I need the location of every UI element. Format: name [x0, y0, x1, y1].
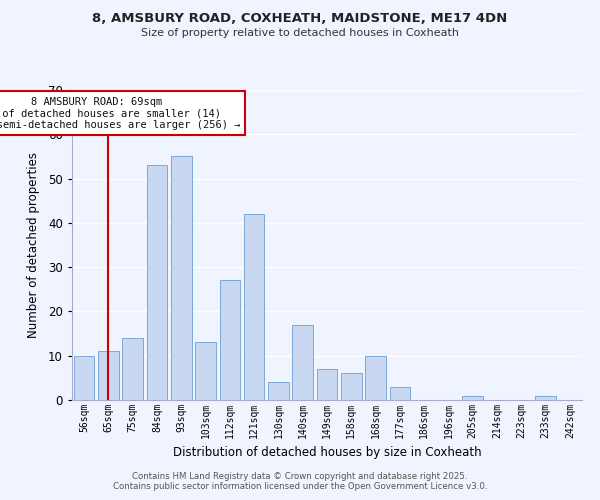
Bar: [74, 356, 94, 400]
Text: Size of property relative to detached houses in Coxheath: Size of property relative to detached ho…: [141, 28, 459, 38]
Bar: [535, 396, 556, 400]
Bar: [268, 382, 289, 400]
Bar: [122, 338, 143, 400]
Y-axis label: Number of detached properties: Number of detached properties: [27, 152, 40, 338]
X-axis label: Distribution of detached houses by size in Coxheath: Distribution of detached houses by size …: [173, 446, 481, 460]
Bar: [463, 396, 483, 400]
Bar: [292, 324, 313, 400]
Text: Contains HM Land Registry data © Crown copyright and database right 2025.: Contains HM Land Registry data © Crown c…: [132, 472, 468, 481]
Bar: [244, 214, 265, 400]
Bar: [365, 356, 386, 400]
Bar: [171, 156, 191, 400]
Bar: [98, 352, 119, 400]
Bar: [317, 369, 337, 400]
Text: Contains public sector information licensed under the Open Government Licence v3: Contains public sector information licen…: [113, 482, 487, 491]
Bar: [146, 166, 167, 400]
Bar: [389, 386, 410, 400]
Bar: [341, 374, 362, 400]
Bar: [220, 280, 240, 400]
Text: 8, AMSBURY ROAD, COXHEATH, MAIDSTONE, ME17 4DN: 8, AMSBURY ROAD, COXHEATH, MAIDSTONE, ME…: [92, 12, 508, 26]
Bar: [195, 342, 216, 400]
Text: 8 AMSBURY ROAD: 69sqm
← 5% of detached houses are smaller (14)
95% of semi-detac: 8 AMSBURY ROAD: 69sqm ← 5% of detached h…: [0, 96, 240, 130]
